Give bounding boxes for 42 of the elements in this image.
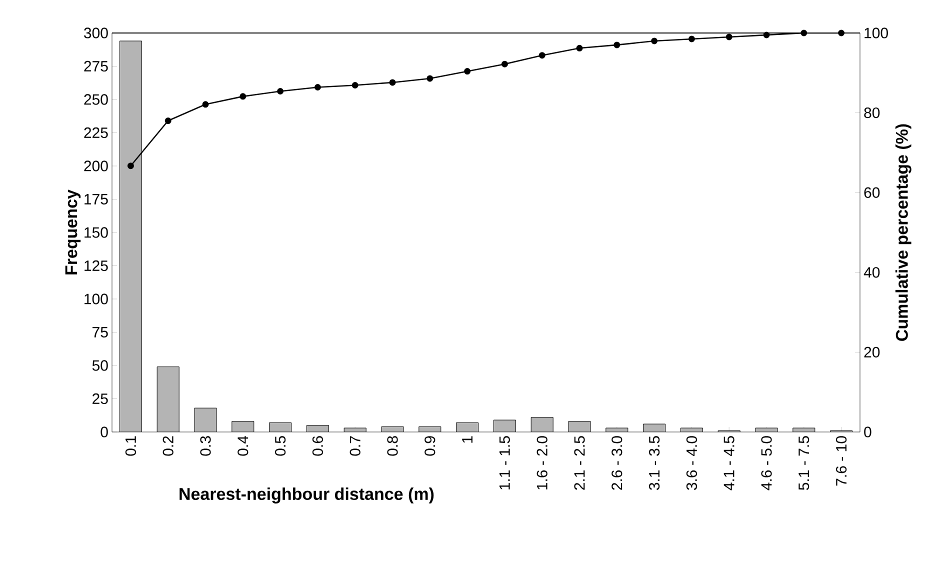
y-tick-label: 100 (84, 294, 108, 304)
x-tick-label: 0.9 (424, 436, 436, 456)
y2-tick-label: 80 (864, 107, 880, 118)
y-tick-label: 275 (84, 60, 108, 72)
x-tick-label: 1 (462, 436, 472, 443)
y-tick-label: 25 (92, 393, 108, 404)
x-tick-label: 0.3 (200, 436, 211, 456)
x-tick-label: 0.4 (238, 436, 248, 456)
x-tick-label: 2.1 - 2.5 (574, 436, 585, 490)
x-tick-label: 4.1 - 4.5 (724, 436, 734, 490)
y2-tick-label: 60 (864, 187, 880, 198)
y-tick-label: 300 (84, 28, 108, 38)
x-tick-label: 3.6 - 4.0 (686, 436, 698, 490)
x-tick-label: 0.2 (162, 436, 174, 456)
y2-tick-label: 100 (864, 28, 888, 38)
x-tick-label: 2.6 - 3.0 (612, 436, 622, 490)
x-tick-label: 0.7 (350, 436, 360, 456)
y-axis-title: Frequency (65, 190, 81, 274)
y2-tick-label: 20 (864, 346, 880, 358)
x-tick-label: 5.1 - 7.5 (798, 436, 810, 490)
x-tick-label: 1.6 - 2.0 (536, 436, 548, 490)
y-tick-label: 50 (92, 360, 108, 371)
y2-tick-label: 0 (864, 426, 872, 438)
y-tick-label: 150 (84, 227, 108, 238)
x-tick-label: 0.8 (387, 436, 398, 456)
x-tick-label: 0.1 (125, 436, 136, 456)
y2-axis-title: Cumulative percentage (%) (895, 124, 912, 341)
x-tick-label: 3.1 - 3.5 (648, 436, 660, 490)
y-tick-label: 250 (84, 94, 108, 105)
x-axis-title: Nearest-neighbour distance (m) (180, 488, 434, 504)
x-tick-label: 7.6 - 10 (836, 436, 847, 486)
y-tick-label: 0 (100, 426, 108, 438)
x-tick-label: 1.1 - 1.5 (499, 436, 510, 490)
x-tick-label: 0.6 (312, 436, 324, 456)
y-tick-label: 125 (84, 260, 108, 272)
x-tick-label: 4.6 - 5.0 (761, 436, 772, 490)
y-tick-label: 225 (84, 127, 108, 138)
x-tick-label: 0.5 (274, 436, 286, 456)
y-tick-label: 75 (92, 327, 108, 338)
y-tick-label: 200 (84, 160, 108, 172)
y-tick-label: 175 (84, 194, 108, 204)
y2-tick-label: 40 (864, 267, 880, 278)
